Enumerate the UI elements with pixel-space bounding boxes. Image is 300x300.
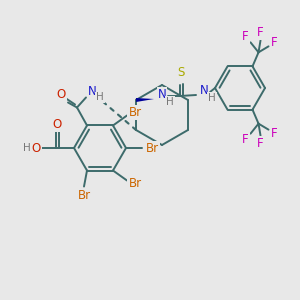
Text: S: S: [177, 67, 185, 80]
Text: N: N: [88, 85, 96, 98]
Text: N: N: [200, 83, 208, 97]
Text: Br: Br: [77, 189, 91, 202]
Text: H: H: [166, 97, 174, 107]
Text: O: O: [32, 142, 40, 154]
Text: O: O: [56, 88, 66, 101]
Polygon shape: [136, 98, 154, 102]
Text: Br: Br: [128, 177, 142, 190]
Text: Br: Br: [128, 106, 142, 119]
Text: Br: Br: [146, 142, 159, 154]
Text: H: H: [208, 93, 216, 103]
Text: F: F: [242, 133, 249, 146]
Text: H: H: [23, 143, 31, 153]
Text: O: O: [52, 118, 62, 131]
Text: F: F: [271, 127, 278, 140]
Text: F: F: [271, 36, 278, 49]
Text: H: H: [96, 92, 104, 103]
Text: N: N: [158, 88, 166, 100]
Text: F: F: [257, 26, 264, 39]
Text: F: F: [242, 30, 249, 43]
Text: F: F: [257, 137, 264, 150]
